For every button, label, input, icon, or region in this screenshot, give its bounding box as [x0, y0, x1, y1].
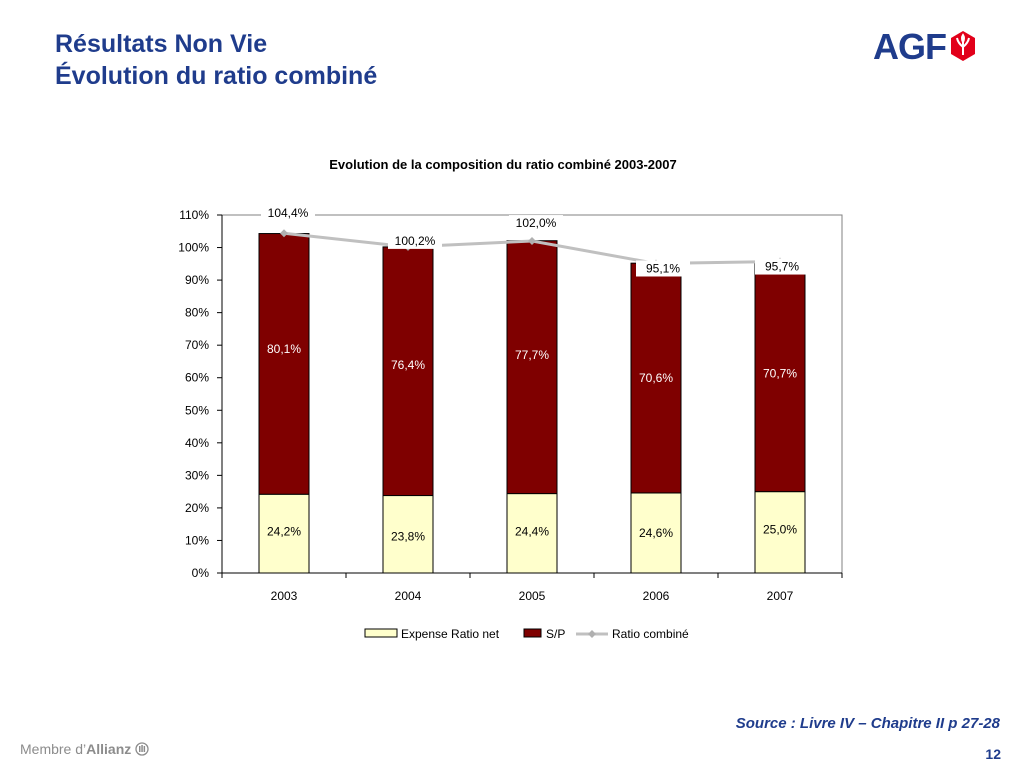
page-number: 12 [985, 746, 1001, 762]
member-prefix: Membre d’ [20, 741, 87, 757]
bar-sp [258, 233, 310, 495]
y-tick-label: 90% [185, 273, 209, 287]
source-note: Source : Livre IV – Chapitre II p 27-28 [735, 715, 1000, 732]
bar-sp [630, 262, 682, 494]
bar-expense-ratio [258, 493, 310, 574]
chart-legend: Expense Ratio net S/P Ratio combiné [364, 627, 689, 641]
point-ratio-combine [280, 229, 288, 238]
data-label-expense: 24,4% [515, 524, 549, 538]
data-label-sp: 80,1% [267, 342, 301, 356]
data-label-expense: 24,6% [639, 526, 673, 540]
bar-expense-ratio [506, 493, 558, 574]
data-label-expense: 24,2% [267, 525, 301, 539]
data-label-bg [755, 258, 809, 275]
bar-expense-ratio [630, 492, 682, 574]
y-tick-label: 100% [178, 241, 209, 255]
legend-marker-ratio [588, 630, 596, 638]
slide-title: Résultats Non Vie Évolution du ratio com… [55, 28, 377, 92]
combined-ratio-chart: Evolution de la composition du ratio com… [178, 157, 843, 641]
data-label-expense: 25,0% [763, 522, 797, 536]
y-tick-label: 20% [185, 501, 209, 515]
member-brand: Allianz [86, 741, 132, 757]
y-tick-label: 0% [192, 566, 210, 580]
data-label-bg [388, 232, 442, 249]
agf-flower-icon [951, 31, 975, 61]
data-label-ratio-combine: 95,1% [646, 261, 680, 275]
y-tick-label: 80% [185, 306, 209, 320]
data-label-sp: 76,4% [391, 358, 425, 372]
data-label-ratio-combine: 95,7% [765, 260, 799, 274]
data-label-ratio-combine: 100,2% [395, 234, 436, 248]
legend-label-expense: Expense Ratio net [401, 627, 500, 641]
x-tick-label: 2005 [519, 589, 546, 603]
data-label-bg [636, 260, 690, 277]
bar-expense-ratio [382, 495, 434, 574]
chart-title: Evolution de la composition du ratio com… [329, 157, 676, 172]
data-label-bg [261, 205, 315, 222]
y-tick-label: 10% [185, 533, 209, 547]
slide-title-line2: Évolution du ratio combiné [55, 62, 378, 90]
y-tick-label: 30% [185, 468, 209, 482]
x-tick-label: 2004 [395, 589, 422, 603]
y-tick-label: 60% [185, 371, 209, 385]
legend-label-ratio: Ratio combiné [612, 627, 689, 641]
data-label-expense: 23,8% [391, 529, 425, 543]
x-tick-label: 2003 [271, 589, 298, 603]
y-tick-label: 40% [185, 436, 209, 450]
data-label-ratio-combine: 102,0% [516, 216, 557, 230]
allianz-eagle-icon [135, 742, 149, 756]
bar-sp [506, 240, 558, 495]
legend-swatch-expense [364, 628, 398, 638]
x-tick-label: 2006 [643, 589, 670, 603]
bar-expense-ratio [754, 491, 806, 574]
member-allianz: Membre d’ Allianz [20, 741, 149, 757]
agf-logo-text: AGF [873, 26, 947, 67]
point-ratio-combine [528, 237, 536, 246]
agf-logo: AGF [873, 26, 977, 67]
data-label-ratio-combine: 104,4% [268, 206, 309, 220]
plot-area: 0% 10% 20% 30% 40% 50% 60% 70% 80% 90% 100% 110% 200… [178, 205, 843, 603]
data-label-sp: 70,6% [639, 371, 673, 385]
legend-swatch-sp [523, 628, 542, 638]
y-tick-label: 110% [179, 208, 209, 222]
bar-sp [754, 261, 806, 493]
data-label-bg [509, 215, 563, 232]
x-tick-label: 2007 [767, 589, 794, 603]
data-label-sp: 70,7% [763, 367, 797, 381]
y-tick-label: 50% [185, 403, 209, 417]
data-label-sp: 77,7% [515, 348, 549, 362]
legend-label-sp: S/P [546, 627, 565, 641]
y-tick-label: 70% [185, 338, 209, 352]
slide-title-line1: Résultats Non Vie [55, 30, 268, 58]
